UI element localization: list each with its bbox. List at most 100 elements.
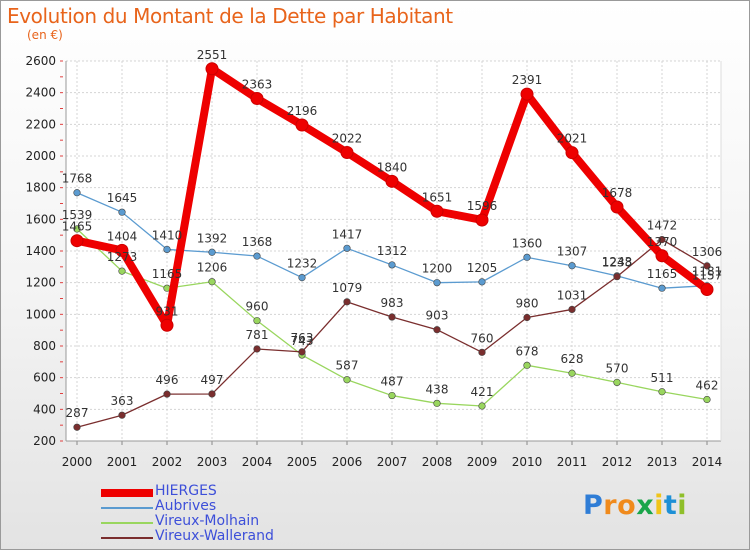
data-point-vireux-molhain: [613, 378, 621, 387]
x-tick-label: 2008: [422, 455, 453, 469]
data-point-vireux-molhain: [73, 225, 81, 233]
data-label-vireux-wallerand: 781: [246, 328, 269, 342]
x-tick-label: 2010: [512, 455, 543, 469]
data-label-vireux-molhain: 462: [696, 379, 719, 393]
x-tick-label: 2000: [62, 455, 93, 469]
data-point-vireux-wallerand: [433, 326, 441, 334]
data-point-hierges: [700, 282, 714, 296]
data-label-vireux-wallerand: 760: [471, 331, 494, 345]
data-label-vireux-molhain: 421: [471, 385, 494, 399]
data-point-vireux-wallerand: [163, 390, 171, 398]
data-point-vireux-wallerand: [343, 298, 351, 306]
data-label-hierges: 1596: [467, 199, 498, 213]
data-label-vireux-wallerand: 1472: [647, 219, 678, 233]
data-label-vireux-molhain: 1206: [197, 261, 228, 275]
legend-label: Aubrives: [155, 498, 217, 514]
data-label-hierges: 1157: [692, 268, 723, 282]
data-label-vireux-wallerand: 363: [111, 394, 134, 408]
data-label-aubrives: 1417: [332, 227, 363, 241]
x-tick-label: 2001: [107, 455, 138, 469]
data-point-aubrives: [478, 278, 486, 286]
legend-swatch: [101, 522, 153, 524]
data-point-hierges: [115, 243, 129, 257]
data-label-hierges: 2363: [242, 78, 273, 92]
x-tick-label: 2012: [602, 455, 633, 469]
data-point-vireux-wallerand: [478, 348, 486, 356]
data-point-hierges: [430, 204, 444, 218]
data-point-hierges: [295, 118, 309, 132]
data-point-vireux-molhain: [703, 395, 711, 404]
data-label-vireux-molhain: 960: [246, 300, 269, 314]
data-label-vireux-wallerand: 287: [66, 406, 89, 420]
logo-letter: r: [603, 490, 618, 521]
y-tick-label: 2600: [25, 54, 56, 68]
data-label-vireux-molhain: 1165: [152, 267, 183, 281]
logo-letter: P: [583, 490, 604, 521]
legend-label: Vireux-Molhain: [155, 513, 260, 529]
data-label-hierges: 931: [156, 304, 179, 318]
data-label-aubrives: 1645: [107, 191, 138, 205]
data-point-aubrives: [208, 248, 216, 256]
data-label-hierges: 1370: [647, 235, 678, 249]
data-label-vireux-molhain: 1539: [62, 208, 93, 222]
data-label-vireux-wallerand: 1306: [692, 245, 723, 259]
data-label-aubrives: 1232: [287, 257, 318, 271]
y-tick-label: 1400: [25, 244, 56, 258]
data-label-vireux-molhain: 628: [561, 352, 584, 366]
data-point-hierges: [610, 200, 624, 214]
data-label-vireux-molhain: 678: [516, 344, 539, 358]
data-point-aubrives: [658, 284, 666, 292]
y-tick-label: 800: [33, 339, 56, 353]
data-label-aubrives: 1200: [422, 262, 453, 276]
data-point-vireux-wallerand: [253, 345, 261, 353]
data-label-vireux-molhain: 587: [336, 359, 359, 373]
data-point-aubrives: [163, 245, 171, 254]
data-label-hierges: 2391: [512, 73, 543, 87]
data-point-vireux-wallerand: [118, 411, 126, 419]
data-point-hierges: [250, 92, 264, 106]
data-label-hierges: 1840: [377, 160, 408, 174]
data-point-hierges: [520, 87, 534, 101]
data-label-vireux-molhain: 487: [381, 375, 404, 389]
data-label-aubrives: 1205: [467, 261, 498, 275]
logo-letter: i: [677, 490, 688, 521]
data-point-vireux-molhain: [568, 369, 576, 377]
data-label-aubrives: 1312: [377, 244, 408, 258]
data-label-vireux-wallerand: 496: [156, 373, 179, 387]
data-point-vireux-wallerand: [568, 305, 576, 314]
data-point-vireux-molhain: [343, 376, 351, 384]
data-label-vireux-molhain: 438: [426, 382, 449, 396]
data-point-aubrives: [388, 261, 396, 269]
x-tick-label: 2002: [152, 455, 183, 469]
data-label-vireux-wallerand: 980: [516, 297, 539, 311]
data-point-aubrives: [433, 279, 441, 287]
data-label-hierges: 1678: [602, 186, 633, 200]
data-point-aubrives: [253, 252, 261, 260]
y-tick-label: 600: [33, 371, 56, 385]
logo-letter: o: [617, 490, 637, 521]
data-label-hierges: 1465: [62, 220, 93, 234]
data-label-aubrives: 1410: [152, 228, 183, 242]
data-point-vireux-wallerand: [613, 273, 621, 281]
data-label-hierges: 2196: [287, 104, 318, 118]
data-label-hierges: 2021: [557, 132, 588, 146]
x-tick-label: 2009: [467, 455, 498, 469]
data-point-vireux-molhain: [433, 399, 441, 407]
data-point-vireux-molhain: [253, 317, 261, 325]
data-label-aubrives: 1307: [557, 245, 588, 259]
data-point-hierges: [205, 62, 219, 76]
y-tick-label: 1600: [25, 212, 56, 226]
data-point-vireux-wallerand: [298, 348, 306, 356]
data-point-hierges: [340, 146, 354, 160]
x-tick-label: 2007: [377, 455, 408, 469]
legend-label: HIERGES: [155, 483, 217, 499]
data-label-hierges: 1651: [422, 190, 453, 204]
data-label-vireux-molhain: 570: [606, 361, 629, 375]
data-point-vireux-molhain: [118, 267, 126, 275]
data-label-vireux-wallerand: 497: [201, 373, 224, 387]
data-point-vireux-molhain: [208, 278, 216, 286]
x-tick-label: 2006: [332, 455, 363, 469]
x-tick-label: 2005: [287, 455, 318, 469]
